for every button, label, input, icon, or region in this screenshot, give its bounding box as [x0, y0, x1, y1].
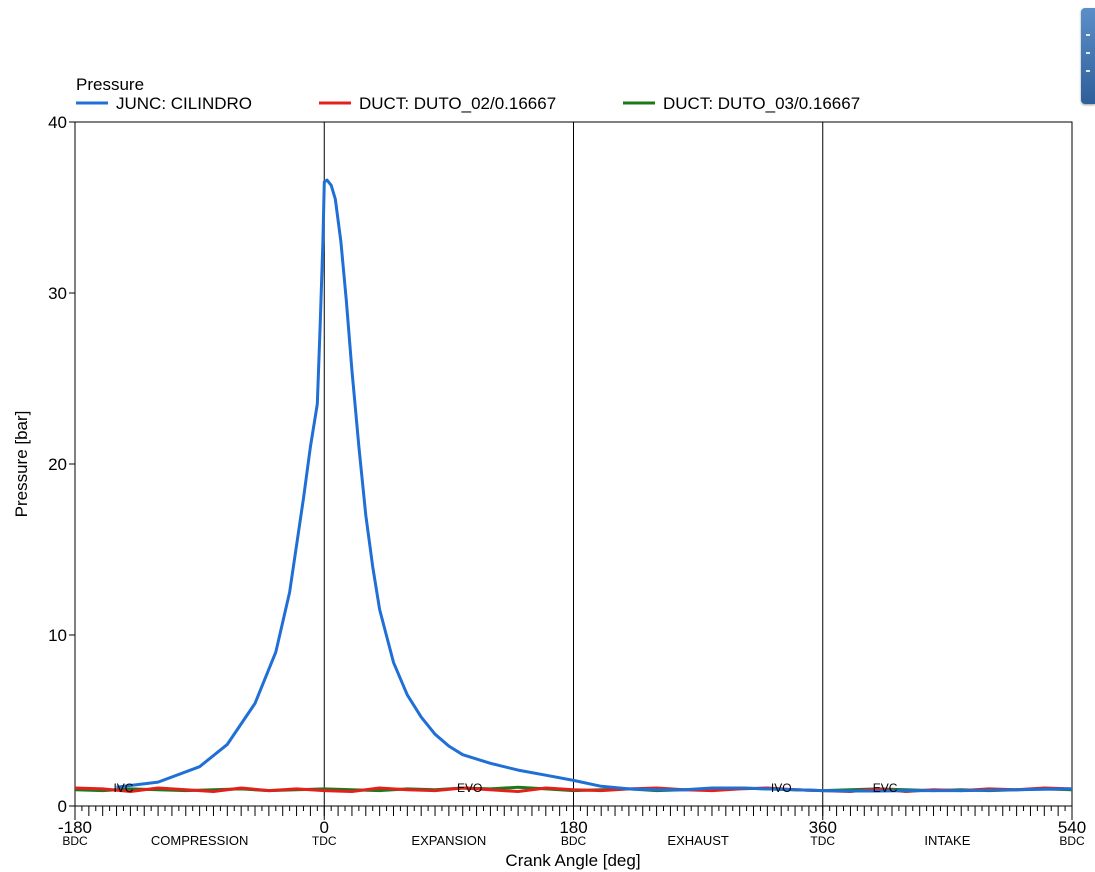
x-tick-label: 360	[809, 818, 837, 837]
y-tick-label: 10	[48, 626, 67, 645]
x-tick-sublabel: TDC	[312, 834, 337, 848]
x-tick-sublabel: BDC	[62, 834, 88, 848]
x-tick-label: -180	[58, 818, 92, 837]
y-axis: 0 10 20 30 40	[48, 113, 75, 816]
stroke-phase-label: COMPRESSION	[151, 833, 249, 848]
valve-event-labels: IVC EVO IVO EVC	[113, 781, 897, 795]
legend-entry-label: DUCT: DUTO_03/0.16667	[663, 94, 860, 113]
stroke-phase-label: INTAKE	[924, 833, 970, 848]
series-line-junc-cilindro	[116, 178, 1072, 793]
legend-entry-label: JUNC: CILINDRO	[116, 94, 252, 113]
legend-title: Pressure	[76, 75, 144, 94]
stroke-phase-label: EXPANSION	[411, 833, 486, 848]
valve-event-label: EVO	[457, 781, 482, 795]
toolbar-tab-grip-icon	[1086, 52, 1090, 54]
series-layer	[75, 178, 1072, 793]
valve-event-label: EVC	[873, 781, 898, 795]
valve-event-label: IVC	[113, 781, 133, 795]
x-tick-label: 180	[559, 818, 587, 837]
x-tick-sublabel: BDC	[561, 834, 587, 848]
x-tick-sublabel: BDC	[1059, 834, 1085, 848]
stroke-phase-label: EXHAUST	[667, 833, 728, 848]
x-minor-ticks	[74, 806, 1073, 816]
legend: Pressure JUNC: CILINDRO DUCT: DUTO_02/0.1…	[76, 75, 860, 113]
y-tick-label: 30	[48, 284, 67, 303]
toolbar-tab-grip-icon	[1086, 34, 1090, 36]
y-tick-label: 20	[48, 455, 67, 474]
y-tick-label: 0	[58, 797, 67, 816]
x-axis-label: Crank Angle [deg]	[505, 851, 640, 870]
y-axis-label: Pressure [bar]	[12, 411, 31, 518]
x-tick-sublabel: TDC	[810, 834, 835, 848]
valve-event-label: IVO	[771, 781, 792, 795]
x-tick-label: 540	[1058, 818, 1086, 837]
y-tick-label: 40	[48, 113, 67, 132]
legend-entry-label: DUCT: DUTO_02/0.16667	[359, 94, 556, 113]
toolbar-tab-grip-icon	[1086, 70, 1090, 72]
stroke-divider-lines	[323, 122, 824, 806]
x-tick-label: 0	[320, 818, 329, 837]
stroke-labels: COMPRESSION EXPANSION EXHAUST INTAKE	[151, 833, 971, 848]
toolbar-tab-button[interactable]	[1081, 8, 1095, 104]
